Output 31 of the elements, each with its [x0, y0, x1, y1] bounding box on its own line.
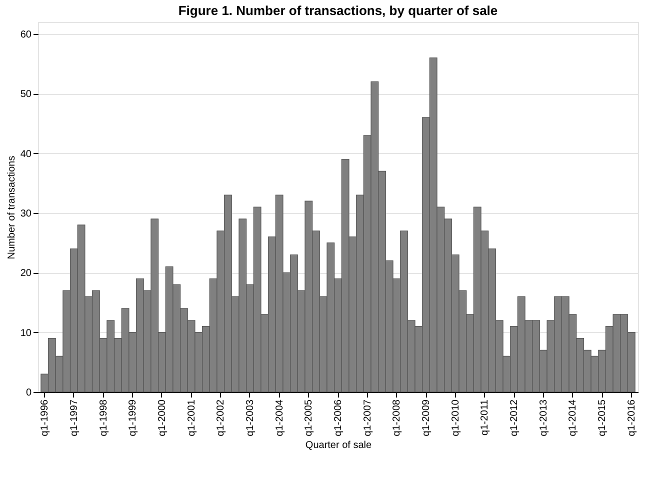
y-tick-label: 50 — [20, 89, 32, 100]
x-tick-label: q1-2011 — [480, 399, 491, 436]
x-tick-label: q1-2008 — [392, 399, 403, 436]
y-tick-label: 30 — [20, 208, 32, 220]
x-tick-label: q1-2006 — [333, 399, 344, 436]
x-tick-label: q1-1996 — [40, 399, 51, 436]
x-tick-label: q1-2003 — [244, 399, 256, 436]
y-tick-label: 10 — [20, 328, 32, 339]
x-tick-label: q1-1999 — [128, 399, 139, 436]
x-tick-label: q1-2001 — [186, 399, 198, 436]
x-tick-label: q1-1998 — [98, 399, 110, 436]
y-tick-label: 40 — [20, 148, 32, 160]
x-tick-label: q1-2002 — [216, 399, 227, 436]
x-tick-label: q1-2005 — [304, 399, 315, 436]
x-tick-label: q1-2013 — [538, 399, 550, 436]
chart-title: Figure 1. Number of transactions, by quarter of sale — [178, 3, 498, 18]
y-tick-label: 60 — [20, 29, 32, 40]
x-tick-label: q1-1997 — [68, 399, 80, 436]
x-tick-label: q1-2016 — [626, 399, 638, 436]
x-tick-label: q1-2004 — [274, 399, 286, 436]
x-tick-label: q1-2015 — [597, 399, 608, 436]
x-tick-label: q1-2012 — [509, 399, 520, 436]
y-tick-label: 0 — [26, 388, 32, 398]
y-axis-title: Number of transactions — [6, 156, 18, 260]
y-tick-label: 20 — [20, 268, 32, 280]
x-tick-label: q1-2010 — [450, 399, 462, 436]
x-axis-title: Quarter of sale — [305, 440, 372, 452]
x-tick-label: q1-2000 — [156, 399, 168, 436]
x-tick-label: q1-2007 — [362, 399, 374, 436]
x-tick-label: q1-2014 — [568, 399, 579, 436]
x-tick-label: q1-2009 — [421, 399, 432, 436]
